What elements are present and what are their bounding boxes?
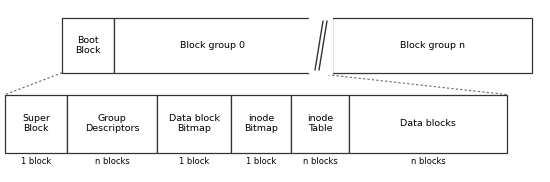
Text: Data block
Bitmap: Data block Bitmap: [168, 114, 219, 133]
Text: Data blocks: Data blocks: [400, 119, 456, 128]
Text: 1 block: 1 block: [179, 157, 209, 166]
Text: Block group n: Block group n: [399, 41, 465, 50]
Text: Boot
Block: Boot Block: [75, 36, 101, 55]
Bar: [114, 18, 310, 73]
Bar: [349, 95, 507, 153]
Bar: [231, 95, 291, 153]
Bar: [62, 18, 114, 73]
Text: Block group 0: Block group 0: [179, 41, 245, 50]
Text: Super
Block: Super Block: [22, 114, 50, 133]
Text: 1 block: 1 block: [246, 157, 276, 166]
Bar: [157, 95, 231, 153]
Bar: [67, 95, 157, 153]
Text: 1 block: 1 block: [21, 157, 51, 166]
Bar: [310, 16, 332, 75]
Text: inode
Table: inode Table: [307, 114, 333, 133]
Bar: [332, 18, 532, 73]
Bar: [5, 95, 67, 153]
Text: n blocks: n blocks: [302, 157, 337, 166]
Bar: [291, 95, 349, 153]
Text: inode
Bitmap: inode Bitmap: [244, 114, 278, 133]
Text: n blocks: n blocks: [95, 157, 129, 166]
Text: n blocks: n blocks: [411, 157, 446, 166]
Text: Group
Descriptors: Group Descriptors: [85, 114, 139, 133]
